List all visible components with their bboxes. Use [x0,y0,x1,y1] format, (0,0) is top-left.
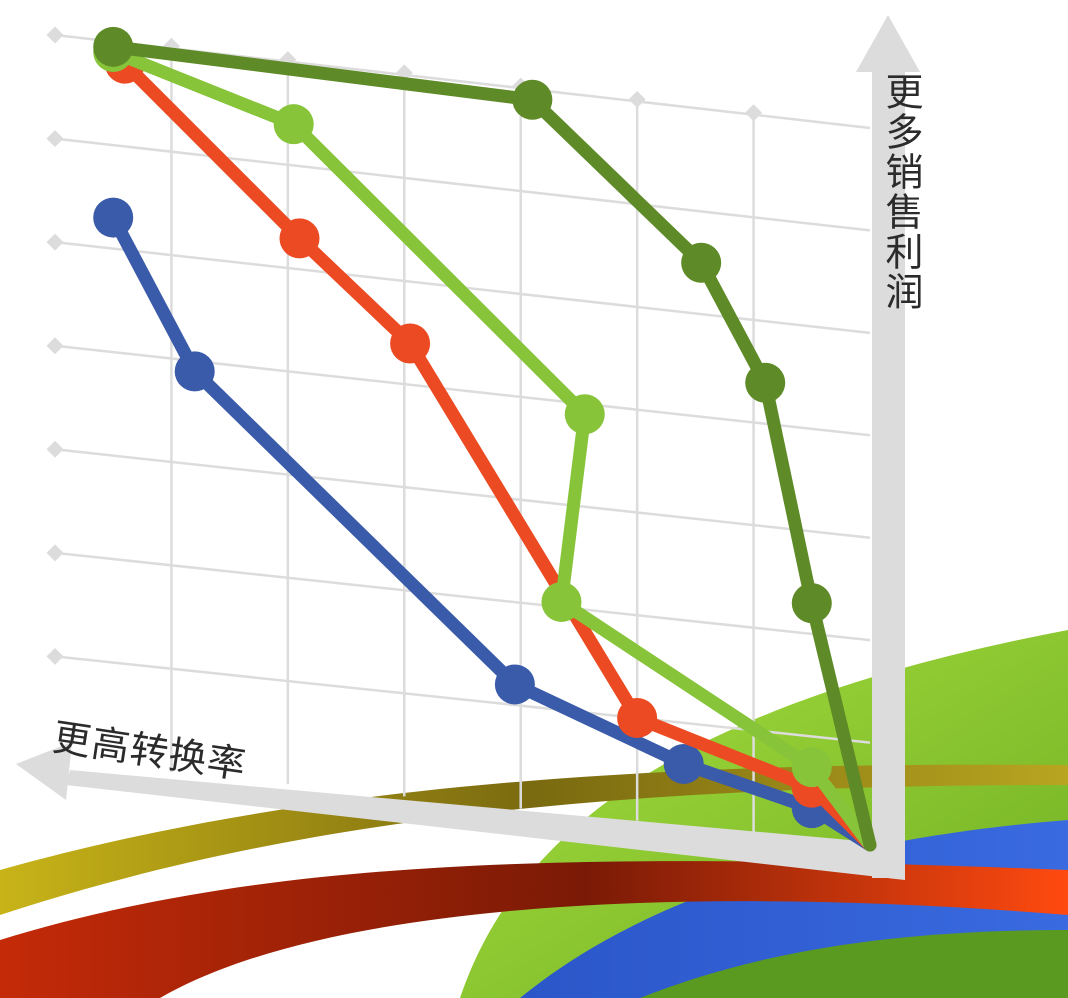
data-point [617,697,658,738]
grid-tick-marker [745,104,763,122]
grid-tick-marker [46,544,64,562]
y-axis-arrowhead [856,15,920,72]
grid-tick-marker [46,26,64,44]
series-line-4 [106,40,877,852]
gridline-horizontal [54,448,871,539]
grid-tick-marker [628,90,646,108]
data-point [494,664,535,705]
series-lines [93,26,877,852]
data-point [663,743,704,784]
axes [16,15,920,880]
gridline-horizontal [54,551,871,642]
y-axis-title: 更多销售利润 [879,72,923,312]
data-point [512,79,553,120]
data-point [174,351,215,392]
data-point [791,583,832,624]
dark-green-swoosh [640,930,1068,998]
data-point [93,26,134,67]
grid-tick-marker [46,440,64,458]
red-ribbon [0,861,1068,998]
x-axis-arrowhead [16,742,72,800]
data-point [681,242,722,283]
gridline-horizontal [54,655,871,744]
data-point [279,218,320,259]
y-axis-bar [872,70,905,878]
gridline-horizontal [54,137,871,232]
data-point [273,104,314,145]
data-point [745,362,786,403]
grid-tick-marker [46,337,64,355]
data-point [564,394,605,435]
grid-tick-marker [46,130,64,148]
data-point [541,581,582,622]
yellow-ribbon [0,764,1068,915]
data-point [791,747,832,788]
data-point [390,323,431,364]
x-axis-bar [66,770,905,880]
background-decoration [0,630,1068,998]
grid-tick-marker [46,647,64,665]
data-point [93,197,134,238]
grid-tick-marker [46,233,64,251]
